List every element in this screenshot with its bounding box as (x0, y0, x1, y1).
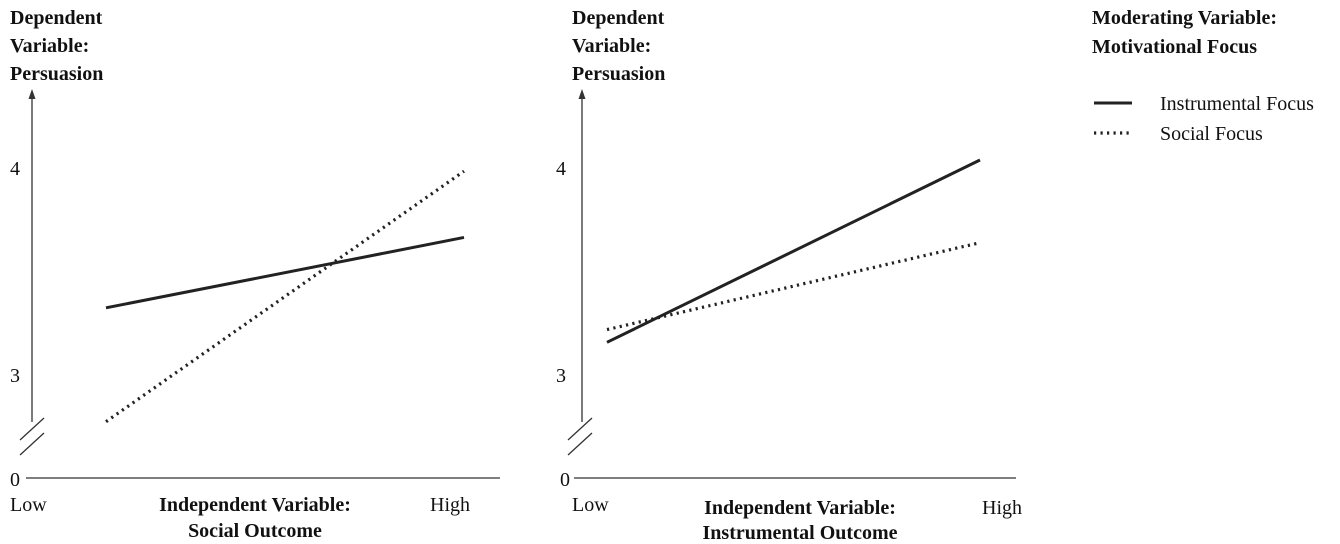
y-axis-label-line-3: Persuasion (572, 63, 665, 85)
y-axis-label-line-1: Dependent (10, 7, 103, 29)
y-tick-label-3: 3 (10, 365, 20, 387)
legend-title-line-2: Motivational Focus (1092, 36, 1257, 58)
y-axis-label-line-3: Persuasion (10, 63, 103, 85)
x-axis-label-line-1: Independent Variable: (704, 497, 896, 519)
y-axis-label-line-2: Variable: (572, 35, 651, 57)
legend: Moderating Variable: Motivational Focus … (1092, 7, 1314, 145)
legend-label-social-focus: Social Focus (1160, 123, 1263, 145)
x-axis-label-line-2: Social Outcome (188, 520, 322, 542)
y-tick-label-4: 4 (10, 158, 20, 180)
x-axis-label-line-2: Instrumental Outcome (703, 522, 898, 544)
x-axis-label-line-1: Independent Variable: (159, 494, 351, 516)
y-tick-label-0: 0 (10, 469, 20, 491)
x-category-label-low: Low (10, 494, 47, 516)
axis-break-mark-lower (19, 432, 45, 456)
series-line-instrumental-focus (105, 235, 465, 310)
y-tick-label-0: 0 (560, 469, 570, 491)
x-category-label-high: High (430, 494, 470, 516)
x-category-label-low: Low (572, 494, 609, 516)
axis-break-mark-upper (567, 417, 593, 441)
y-axis-arrowhead (28, 89, 36, 99)
series-line-instrumental-focus (606, 158, 981, 344)
legend-label-instrumental-focus: Instrumental Focus (1160, 93, 1314, 115)
series-line-social-focus (105, 169, 465, 423)
y-tick-label-3: 3 (556, 365, 566, 387)
y-axis-label-line-1: Dependent (572, 7, 665, 29)
series-line-social-focus (606, 241, 981, 332)
chart-instrumental-outcome: Dependent Variable: Persuasion 4 3 0 Low… (556, 7, 1022, 544)
y-axis-label-line-2: Variable: (10, 35, 89, 57)
axis-break-mark-upper (19, 417, 45, 441)
legend-title-line-1: Moderating Variable: (1092, 7, 1277, 29)
axis-break-mark-lower (567, 432, 593, 456)
y-axis-arrowhead (578, 89, 586, 99)
y-tick-label-4: 4 (556, 158, 566, 180)
chart-social-outcome: Dependent Variable: Persuasion 4 3 0 Low… (10, 7, 500, 542)
x-category-label-high: High (982, 497, 1022, 519)
